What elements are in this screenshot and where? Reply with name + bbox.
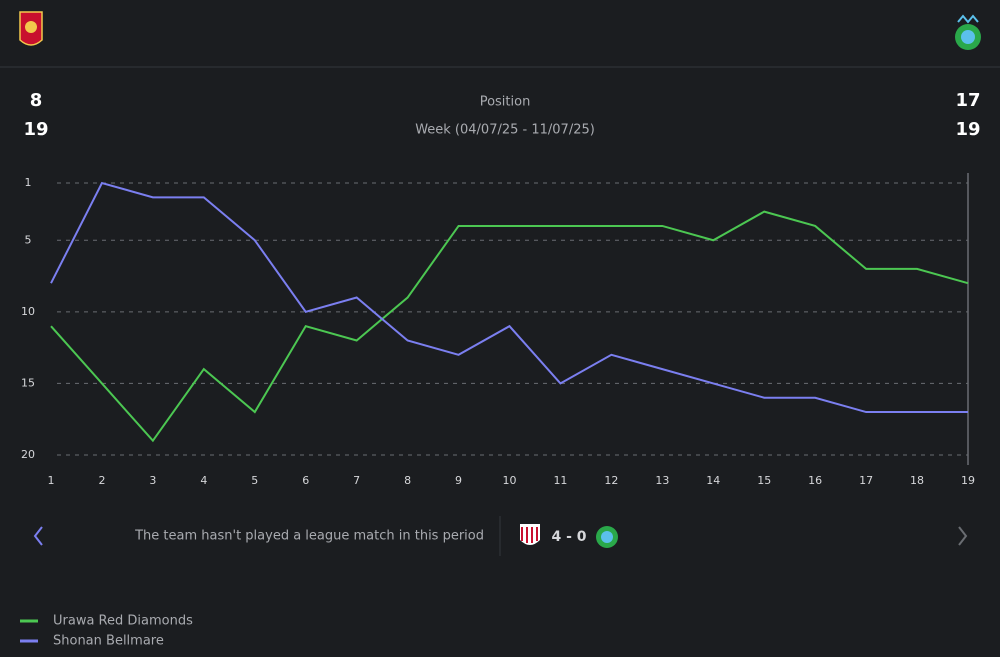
no-match-message: The team hasn't played a league match in… <box>134 529 484 544</box>
x-tick-label: 9 <box>455 474 462 487</box>
y-tick-label: 1 <box>25 176 32 189</box>
x-tick-label: 8 <box>404 474 411 487</box>
legend-label: Shonan Bellmare <box>53 634 164 649</box>
x-tick-label: 15 <box>757 474 771 487</box>
away-position: 17 <box>955 90 980 111</box>
x-tick-label: 12 <box>604 474 618 487</box>
series-line <box>50 210 969 443</box>
x-tick-label: 11 <box>553 474 567 487</box>
x-tick-label: 4 <box>200 474 207 487</box>
next-button[interactable] <box>958 526 968 546</box>
prev-button[interactable] <box>33 526 43 546</box>
x-tick-label: 6 <box>302 474 309 487</box>
y-tick-label: 5 <box>25 233 32 246</box>
match-score: 4 - 0 <box>551 529 586 545</box>
y-tick-label: 15 <box>21 376 35 389</box>
away-week: 19 <box>955 119 980 140</box>
x-tick-label: 18 <box>910 474 924 487</box>
legend-label: Urawa Red Diamonds <box>53 614 193 629</box>
x-tick-label: 2 <box>98 474 105 487</box>
home-logo <box>19 11 43 46</box>
x-tick-label: 3 <box>149 474 156 487</box>
y-tick-label: 10 <box>21 305 35 318</box>
x-tick-label: 1 <box>48 474 55 487</box>
y-tick-label: 20 <box>21 448 35 461</box>
series-line <box>50 181 968 414</box>
x-tick-label: 14 <box>706 474 720 487</box>
x-tick-label: 17 <box>859 474 873 487</box>
home-position: 8 <box>30 90 43 111</box>
home-week: 19 <box>23 119 48 140</box>
x-tick-label: 16 <box>808 474 822 487</box>
away-logo <box>955 14 981 50</box>
opponent-logo <box>520 524 540 545</box>
x-tick-label: 7 <box>353 474 360 487</box>
chart-title: Position <box>480 95 531 110</box>
x-tick-label: 13 <box>655 474 669 487</box>
opponent-logo-away <box>596 526 618 548</box>
chart-subtitle: Week (04/07/25 - 11/07/25) <box>415 123 595 138</box>
x-tick-label: 5 <box>251 474 258 487</box>
x-tick-label: 10 <box>503 474 517 487</box>
x-tick-label: 19 <box>961 474 975 487</box>
